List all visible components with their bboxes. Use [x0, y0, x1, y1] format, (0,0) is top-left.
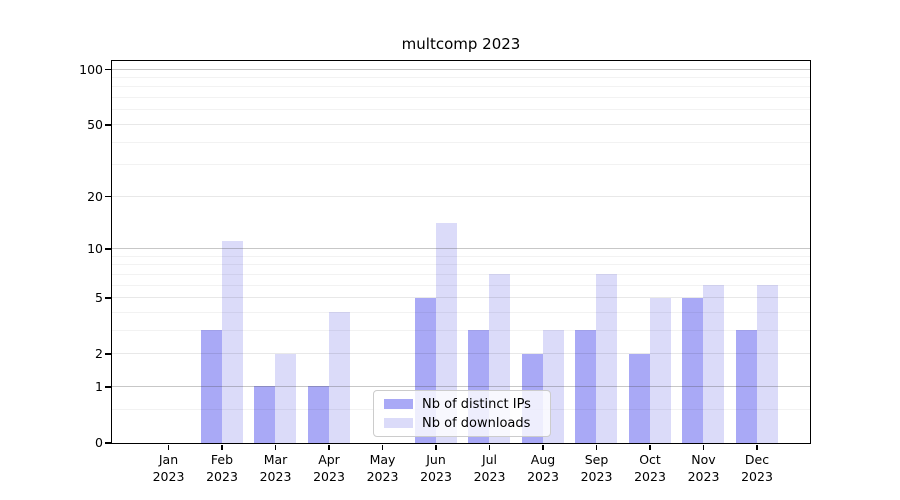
bar-dec-downloads — [756, 285, 778, 443]
y-tick-mark-100 — [104, 68, 111, 71]
y-tick-mark-10 — [104, 248, 111, 250]
bar-feb-ips — [200, 330, 222, 443]
gridline-7 — [111, 273, 810, 275]
x-tick-label-nov: Nov 2023 — [687, 452, 720, 484]
x-tick-mark-jan — [167, 444, 170, 450]
y-tick-mark-20 — [104, 195, 111, 198]
x-tick-label-mar: Mar 2023 — [259, 452, 292, 484]
bar-apr-ips — [307, 386, 329, 443]
x-tick-mark-jul — [488, 444, 491, 450]
gridline-80 — [111, 86, 810, 88]
y-tick-label-50: 50 — [87, 116, 103, 132]
bar-mar-downloads — [275, 353, 296, 443]
y-tick-mark-0 — [104, 442, 111, 444]
bar-oct-downloads — [649, 297, 671, 443]
gridline-20 — [111, 195, 810, 197]
x-tick-label-oct: Oct 2023 — [634, 452, 666, 484]
bar-feb-downloads — [221, 241, 243, 443]
legend: Nb of distinct IPs Nb of downloads — [373, 390, 551, 437]
x-tick-mark-feb — [221, 444, 223, 450]
x-tick-mark-jun — [435, 444, 437, 450]
x-tick-mark-oct — [649, 444, 651, 450]
x-tick-mark-mar — [274, 444, 277, 450]
chart-title: multcomp 2023 — [401, 35, 521, 53]
bar-nov-downloads — [703, 285, 724, 443]
bar-nov-ips — [682, 297, 703, 443]
y-tick-label-5: 5 — [95, 290, 103, 306]
gridline-10 — [111, 248, 810, 249]
bar-sep-ips — [575, 330, 596, 443]
x-tick-label-feb: Feb 2023 — [206, 452, 238, 484]
y-tick-label-10: 10 — [87, 240, 103, 256]
gridline-50 — [111, 123, 810, 125]
x-tick-mark-apr — [328, 444, 330, 450]
gridline-100 — [111, 68, 810, 70]
gridline-70 — [111, 97, 810, 99]
gridline-40 — [111, 141, 810, 143]
bar-apr-downloads — [328, 312, 350, 443]
x-tick-mark-aug — [542, 444, 544, 450]
x-tick-mark-dec — [756, 444, 758, 450]
legend-label-0: Nb of distinct IPs — [422, 396, 531, 412]
y-tick-label-2: 2 — [95, 346, 103, 362]
legend-swatch-0 — [384, 399, 413, 409]
y-tick-mark-2 — [104, 353, 111, 355]
bar-sep-downloads — [596, 274, 617, 443]
y-tick-label-1: 1 — [95, 378, 103, 394]
x-tick-label-jan: Jan 2023 — [152, 452, 185, 484]
gridline-9 — [111, 255, 810, 257]
y-tick-label-20: 20 — [87, 188, 103, 204]
y-tick-mark-1 — [104, 386, 111, 388]
gridline-5 — [111, 297, 810, 299]
legend-label-1: Nb of downloads — [422, 415, 531, 431]
x-tick-label-dec: Dec 2023 — [741, 452, 773, 484]
gridline-3 — [111, 329, 810, 331]
x-tick-mark-sep — [595, 444, 598, 450]
x-tick-label-aug: Aug 2023 — [527, 452, 559, 484]
x-tick-label-may: May 2023 — [366, 452, 399, 484]
bar-mar-ips — [254, 386, 275, 443]
x-tick-label-jul: Jul 2023 — [473, 452, 506, 484]
gridline-90 — [111, 77, 810, 79]
gridline-1 — [111, 385, 810, 387]
y-tick-label-0: 0 — [95, 435, 103, 450]
gridline-30 — [111, 164, 810, 166]
legend-item-1: Nb of downloads — [374, 416, 550, 431]
gridline-60 — [111, 109, 810, 111]
plot-area — [110, 59, 811, 444]
bar-jun-downloads — [435, 223, 457, 443]
x-tick-label-apr: Apr 2023 — [313, 452, 345, 484]
x-tick-mark-may — [381, 444, 384, 450]
y-tick-mark-5 — [104, 297, 111, 299]
bar-oct-ips — [628, 353, 650, 443]
y-tick-mark-50 — [104, 124, 111, 126]
gridline-8 — [111, 264, 810, 266]
legend-item-0: Nb of distinct IPs — [374, 397, 550, 412]
gridline-2 — [111, 353, 810, 355]
gridline-6 — [111, 284, 810, 286]
x-tick-mark-nov — [702, 444, 705, 450]
legend-swatch-1 — [384, 418, 413, 428]
bar-dec-ips — [735, 330, 757, 443]
gridline-4 — [111, 311, 810, 313]
x-tick-label-sep: Sep 2023 — [580, 452, 613, 484]
x-tick-label-jun: Jun 2023 — [420, 452, 452, 484]
y-tick-label-100: 100 — [79, 61, 103, 77]
